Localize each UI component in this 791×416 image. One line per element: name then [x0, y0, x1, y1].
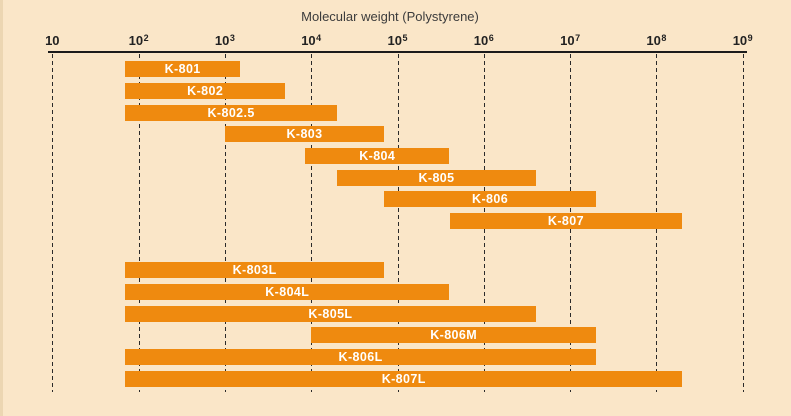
bar-k-806l: K-806L: [125, 348, 596, 365]
gridline-10e4: [311, 54, 313, 392]
bar-k-806m: K-806M: [311, 327, 597, 344]
bar-k-804l: K-804L: [125, 284, 450, 300]
bar-k-802-5: K-802.5: [125, 104, 338, 121]
x-tick-label-10e1: 10: [45, 33, 60, 48]
x-tick-label-10e8: 108: [646, 33, 667, 48]
figure-left-border: [0, 0, 3, 416]
bar-label: K-803L: [232, 263, 277, 278]
bar-label: K-801: [164, 62, 201, 77]
bar-label: K-807L: [381, 371, 426, 386]
bar-k-807l: K-807L: [125, 370, 683, 387]
gridline-10e9: [742, 54, 744, 392]
x-tick-label-10e2: 102: [128, 33, 149, 48]
bar-label: K-802: [187, 84, 224, 98]
bar-k-801: K-801: [125, 61, 241, 78]
x-tick-label-10e7: 107: [560, 33, 581, 48]
gridline-10e5: [397, 54, 399, 392]
bar-label: K-806L: [338, 349, 383, 364]
bar-label: K-803: [286, 127, 323, 142]
bar-label: K-805L: [308, 306, 353, 321]
bar-label: K-806: [472, 192, 509, 207]
bar-label: K-804: [359, 148, 396, 163]
bar-label: K-802.5: [207, 105, 255, 120]
bar-k-806: K-806: [384, 191, 596, 208]
gridline-10e2: [138, 54, 140, 392]
bar-k-805: K-805: [337, 169, 536, 186]
x-tick-label-10e9: 109: [732, 33, 753, 48]
gridline-10e1: [52, 54, 54, 392]
x-tick-label-10e6: 106: [473, 33, 494, 48]
x-tick-label-10e4: 104: [301, 33, 322, 48]
bar-k-807: K-807: [449, 212, 683, 229]
bar-k-804: K-804: [305, 147, 450, 164]
x-tick-label-10e5: 105: [387, 33, 408, 48]
bar-label: K-805: [418, 170, 455, 185]
bar-k-803: K-803: [224, 126, 385, 143]
bar-label: K-807: [547, 213, 584, 228]
x-tick-label-10e3: 103: [214, 33, 235, 48]
bar-k-805l: K-805L: [125, 305, 536, 322]
bar-label: K-806M: [430, 328, 478, 343]
bar-k-803l: K-803L: [125, 262, 385, 279]
gridline-10e3: [224, 54, 226, 392]
bar-k-802: K-802: [125, 83, 286, 99]
chart-title: Molecular weight (Polystyrene): [301, 9, 479, 24]
x-axis-line: [48, 51, 747, 53]
bar-label: K-804L: [265, 285, 310, 299]
